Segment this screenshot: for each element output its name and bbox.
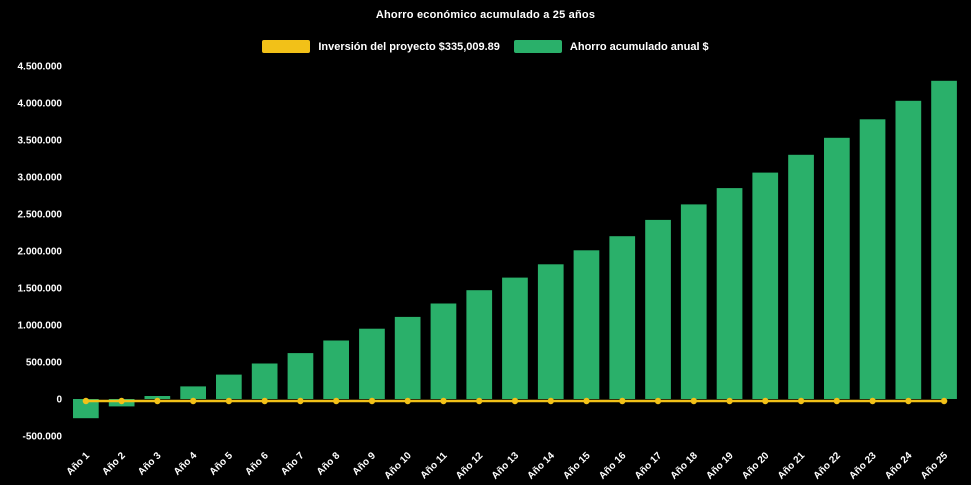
x-axis-tick-label: Año 5 (208, 450, 236, 478)
bar-año-4[interactable] (180, 386, 206, 399)
legend-swatch-savings-icon (513, 40, 562, 53)
bar-año-15[interactable] (573, 250, 600, 399)
chart-legend: Inversión del proyecto $335,009.89 Ahorr… (0, 40, 971, 53)
bar-año-13[interactable] (502, 277, 528, 399)
legend-label-investment: Inversión del proyecto $335,009.89 (318, 40, 500, 53)
investment-line-marker-año-23[interactable] (869, 397, 876, 405)
investment-line-marker-año-20[interactable] (762, 397, 769, 405)
investment-line-marker-año-4[interactable] (190, 397, 197, 405)
investment-line-marker-año-11[interactable] (440, 397, 447, 405)
bar-año-11[interactable] (430, 303, 457, 400)
x-axis-tick-label: Año 21 (776, 450, 808, 482)
x-axis-tick-label: Año 2 (100, 450, 128, 478)
bar-año-5[interactable] (216, 374, 242, 399)
x-axis-tick-label: Año 20 (740, 450, 772, 482)
investment-line-marker-año-2[interactable] (118, 397, 125, 405)
y-axis-tick-label: 3.500.000 (18, 136, 63, 147)
bar-año-1[interactable] (73, 399, 99, 419)
bar-año-12[interactable] (466, 290, 493, 399)
investment-line-marker-año-21[interactable] (797, 397, 805, 405)
investment-line-marker-año-17[interactable] (654, 397, 662, 405)
investment-line-marker-año-15[interactable] (583, 397, 590, 405)
x-axis-tick-label: Año 15 (561, 450, 593, 482)
y-axis-tick-label: 4.500.000 (18, 62, 63, 73)
investment-line-marker-año-24[interactable] (905, 397, 912, 405)
x-axis-tick-label: Año 25 (919, 450, 951, 482)
x-axis-tick-label: Año 11 (419, 450, 450, 481)
investment-line-marker-año-18[interactable] (690, 397, 697, 405)
x-axis-tick-label: Año 1 (65, 450, 93, 478)
y-axis-tick-label: -500.000 (23, 432, 63, 443)
x-axis-tick-label: Año 19 (704, 450, 736, 482)
bar-año-18[interactable] (680, 204, 707, 399)
bar-año-14[interactable] (537, 264, 564, 399)
x-axis-tick-label: Año 8 (315, 450, 343, 478)
investment-line-marker-año-3[interactable] (154, 397, 161, 405)
bar-año-3[interactable] (144, 396, 171, 399)
x-axis-tick-label: Año 6 (243, 450, 271, 478)
x-axis-tick-label: Año 16 (597, 450, 629, 482)
x-axis-tick-label: Año 12 (454, 450, 486, 482)
x-axis-tick-label: Año 18 (669, 450, 701, 482)
bar-año-25[interactable] (931, 80, 957, 400)
x-axis-tick-label: Año 24 (883, 450, 915, 482)
y-axis-tick-label: 3.000.000 (18, 173, 63, 184)
bar-año-9[interactable] (359, 328, 385, 399)
investment-line-marker-año-5[interactable] (225, 397, 233, 405)
y-axis-tick-label: 2.000.000 (18, 247, 63, 258)
bar-año-21[interactable] (788, 154, 814, 399)
investment-line-marker-año-1[interactable] (82, 397, 90, 405)
investment-line-marker-año-9[interactable] (368, 397, 376, 405)
bar-año-23[interactable] (859, 119, 886, 400)
x-axis-tick-label: Año 10 (382, 450, 414, 482)
bar-año-17[interactable] (645, 219, 671, 399)
legend-swatch-investment-icon (262, 40, 311, 53)
investment-line-marker-año-16[interactable] (619, 397, 626, 405)
x-axis-tick-label: Año 3 (136, 450, 164, 478)
y-axis-tick-label: 0 (56, 395, 62, 406)
x-axis-tick-label: Año 4 (172, 450, 200, 478)
legend-item-investment[interactable]: Inversión del proyecto $335,009.89 (262, 40, 500, 53)
bar-año-7[interactable] (287, 353, 314, 399)
investment-line-marker-año-19[interactable] (726, 397, 733, 405)
bar-año-10[interactable] (394, 316, 421, 399)
bar-año-20[interactable] (752, 172, 779, 399)
x-axis-tick-label: Año 17 (633, 450, 665, 482)
x-axis-tick-label: Año 23 (847, 450, 879, 482)
investment-line-marker-año-8[interactable] (333, 397, 340, 405)
bar-año-6[interactable] (251, 363, 278, 400)
x-axis-tick-label: Año 9 (351, 450, 379, 478)
investment-line-marker-año-6[interactable] (261, 397, 268, 405)
investment-line-marker-año-10[interactable] (404, 397, 411, 405)
x-axis-tick-label: Año 22 (812, 450, 844, 482)
x-axis-tick-label: Año 13 (490, 450, 522, 482)
x-axis-tick-label: Año 7 (279, 450, 307, 478)
y-axis-tick-label: 500.000 (26, 358, 63, 369)
y-axis-tick-label: 4.000.000 (18, 99, 63, 110)
x-axis-tick-label: Año 14 (526, 450, 558, 482)
chart-title: Ahorro económico acumulado a 25 años (375, 9, 596, 21)
investment-line-marker-año-25[interactable] (940, 397, 948, 405)
bar-año-19[interactable] (716, 188, 743, 399)
y-axis-tick-label: 1.500.000 (18, 284, 63, 295)
investment-line-marker-año-13[interactable] (511, 397, 519, 405)
investment-line-marker-año-14[interactable] (547, 397, 554, 405)
investment-line-marker-año-7[interactable] (297, 397, 304, 405)
y-axis-tick-label: 2.500.000 (18, 210, 63, 221)
legend-item-savings[interactable]: Ahorro acumulado anual $ (513, 40, 709, 53)
investment-line-marker-año-22[interactable] (833, 397, 840, 405)
bar-año-16[interactable] (609, 236, 636, 399)
bar-año-24[interactable] (895, 100, 922, 400)
investment-line-marker-año-12[interactable] (476, 397, 483, 405)
y-axis-tick-label: 1.000.000 (18, 321, 63, 332)
legend-label-savings: Ahorro acumulado anual $ (569, 40, 709, 53)
bar-año-8[interactable] (323, 340, 349, 400)
bar-año-22[interactable] (824, 137, 850, 400)
